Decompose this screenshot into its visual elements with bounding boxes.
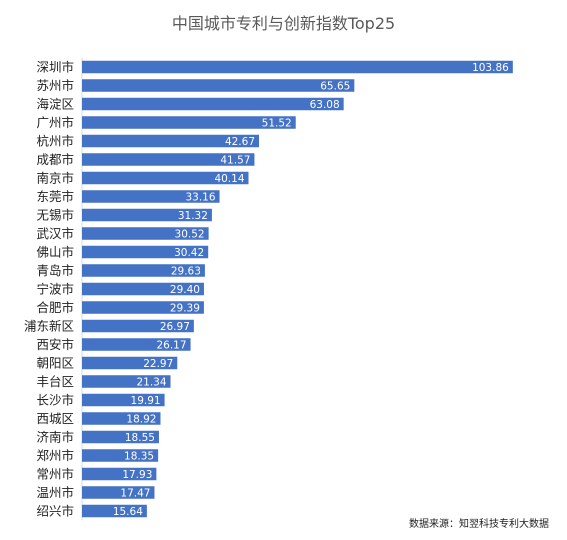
bar xyxy=(82,60,513,74)
bar xyxy=(82,190,220,203)
category-label: 常州市 xyxy=(36,467,74,482)
value-label: 26.17 xyxy=(156,340,186,352)
value-label: 63.08 xyxy=(310,99,340,111)
bar xyxy=(82,301,204,314)
category-label: 西城区 xyxy=(36,411,74,426)
bar xyxy=(82,319,194,333)
value-label: 30.42 xyxy=(174,247,204,259)
value-label: 41.57 xyxy=(220,155,250,167)
value-label: 19.91 xyxy=(131,395,161,407)
value-label: 17.47 xyxy=(120,488,150,500)
value-label: 29.40 xyxy=(170,284,200,296)
bar xyxy=(82,116,296,129)
bar xyxy=(82,486,155,499)
bar xyxy=(82,467,157,481)
category-label: 广州市 xyxy=(36,115,74,130)
value-label: 103.86 xyxy=(472,62,509,74)
category-label: 合肥市 xyxy=(36,300,74,315)
category-label: 成都市 xyxy=(36,152,74,167)
value-label: 18.35 xyxy=(124,451,154,463)
category-label: 济南市 xyxy=(36,430,74,445)
value-label: 26.97 xyxy=(160,321,190,333)
category-label: 无锡市 xyxy=(36,208,74,223)
value-label: 31.32 xyxy=(178,210,208,222)
value-label: 18.55 xyxy=(125,432,155,444)
bar xyxy=(82,171,249,185)
value-label: 22.97 xyxy=(143,358,173,370)
bar xyxy=(82,393,165,407)
value-label: 40.14 xyxy=(214,173,244,185)
value-label: 18.92 xyxy=(126,414,156,426)
value-label: 33.16 xyxy=(185,192,215,204)
category-label: 青岛市 xyxy=(36,263,74,278)
bar xyxy=(82,356,178,370)
bar xyxy=(82,282,204,296)
value-label: 65.65 xyxy=(320,81,350,93)
bar xyxy=(82,375,171,388)
bar xyxy=(82,264,205,277)
bar xyxy=(82,134,260,148)
value-label: 42.67 xyxy=(225,136,255,148)
category-label: 佛山市 xyxy=(36,245,74,260)
bar xyxy=(82,412,161,425)
value-label: 15.64 xyxy=(113,506,143,518)
bar xyxy=(82,338,191,351)
category-label: 丰台区 xyxy=(36,374,74,389)
value-label: 17.93 xyxy=(122,469,152,481)
category-label: 深圳市 xyxy=(36,60,74,75)
category-label: 绍兴市 xyxy=(36,504,74,519)
category-label: 苏州市 xyxy=(36,78,74,93)
source-note: 数据来源：知翌科技专利大数据 xyxy=(409,519,549,530)
value-label: 29.63 xyxy=(171,266,201,278)
value-label: 21.34 xyxy=(136,377,166,389)
category-label: 南京市 xyxy=(36,171,74,186)
bar xyxy=(82,208,212,222)
bar xyxy=(82,97,344,111)
value-label: 29.39 xyxy=(170,303,200,315)
bar xyxy=(82,245,209,259)
category-label: 温州市 xyxy=(36,485,74,500)
bar xyxy=(82,227,209,240)
value-label: 51.52 xyxy=(262,118,292,130)
category-label: 杭州市 xyxy=(36,134,74,149)
bar xyxy=(82,79,355,92)
bar xyxy=(82,430,159,444)
value-label: 30.52 xyxy=(175,229,205,241)
bar xyxy=(82,153,255,166)
category-label: 长沙市 xyxy=(36,393,74,408)
category-label: 浦东新区 xyxy=(24,319,74,334)
chart-title: 中国城市专利与创新指数Top25 xyxy=(171,14,396,33)
category-label: 宁波市 xyxy=(36,282,74,297)
bar xyxy=(82,449,159,462)
category-label: 海淀区 xyxy=(36,97,74,112)
category-label: 东莞市 xyxy=(36,189,74,204)
category-label: 西安市 xyxy=(36,337,74,352)
category-label: 郑州市 xyxy=(36,448,74,463)
category-label: 朝阳区 xyxy=(36,356,74,371)
bar xyxy=(82,504,147,518)
category-label: 武汉市 xyxy=(36,226,74,241)
